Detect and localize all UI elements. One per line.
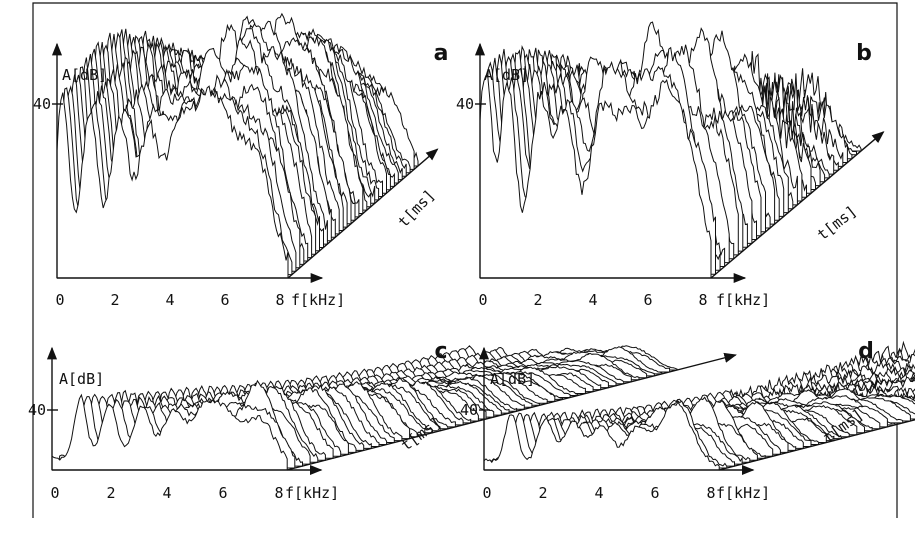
panel-c-time-axis (287, 352, 737, 471)
panel-c-xlabel: f[kHz] (285, 484, 339, 502)
panel-a-xtick-2: 2 (110, 291, 119, 309)
panel-a-xtick-0: 0 (55, 291, 64, 309)
panel-b: A[dB] f[kHz] t[ms] 40 0 2 4 6 8 b (456, 21, 885, 309)
panel-c-slice-0 (51, 393, 288, 471)
panel-d-xtick-6: 6 (650, 484, 659, 502)
panel-c-ytick-label: 40 (28, 401, 46, 419)
panel-b-tlabel: t[ms] (814, 202, 861, 244)
panel-d-xtick-8: 8 (706, 484, 715, 502)
panel-d-letter: d (858, 339, 874, 364)
panel-d-slice-0 (483, 400, 720, 471)
panel-a-xtick-6: 6 (220, 291, 229, 309)
panel-d-ylabel: A[dB] (490, 370, 535, 388)
panel-a-xtick-8: 8 (275, 291, 284, 309)
panel-b-time-axis (710, 131, 885, 279)
panel-a-xlabel: f[kHz] (291, 291, 345, 309)
panel-c: A[dB] f[kHz] t[ms] 40 0 2 4 6 8 c (28, 339, 737, 502)
panel-b-xtick-0: 0 (478, 291, 487, 309)
panel-a-tlabel: t[ms] (394, 186, 438, 231)
panel-b-spectral-slices (479, 21, 862, 279)
figure-frame (32, 2, 898, 518)
panel-c-spectral-slices (51, 345, 678, 471)
panel-b-xtick-2: 2 (533, 291, 542, 309)
panel-d-xtick-0: 0 (482, 484, 491, 502)
panel-b-xtick-4: 4 (588, 291, 597, 309)
panel-d-xlabel: f[kHz] (716, 484, 770, 502)
panel-d-ytick-label: 40 (460, 401, 478, 419)
panel-c-xtick-2: 2 (106, 484, 115, 502)
panel-c-xtick-6: 6 (218, 484, 227, 502)
panel-b-ytick-label: 40 (456, 95, 474, 113)
panel-a-ylabel: A[dB] (62, 66, 107, 84)
panel-d-xtick-4: 4 (594, 484, 603, 502)
panel-b-xtick-8: 8 (698, 291, 707, 309)
panel-d: A[dB] f[kHz] t[ms] 40 0 2 4 6 8 d (460, 339, 915, 502)
panel-a-time-axis (287, 148, 439, 279)
panel-d-time-axis (719, 419, 915, 471)
panel-c-ylabel: A[dB] (59, 370, 104, 388)
panel-a-slice-0 (56, 85, 289, 279)
panel-c-xtick-4: 4 (162, 484, 171, 502)
panel-b-letter: b (856, 41, 872, 66)
panel-b-xtick-6: 6 (643, 291, 652, 309)
panel-b-xlabel: f[kHz] (716, 291, 770, 309)
panel-a-spectral-slices (56, 12, 419, 279)
panel-b-slice-0 (479, 74, 712, 279)
panel-c-xtick-0: 0 (50, 484, 59, 502)
panel-a: A[dB] f[kHz] t[ms] 40 0 2 4 6 8 a (33, 12, 449, 309)
panel-b-ylabel: A[dB] (484, 66, 529, 84)
panel-c-xtick-8: 8 (274, 484, 283, 502)
panel-a-letter: a (434, 41, 449, 66)
panel-d-xtick-2: 2 (538, 484, 547, 502)
panel-a-xtick-4: 4 (165, 291, 174, 309)
panel-c-letter: c (434, 339, 447, 364)
panel-a-ytick-label: 40 (33, 95, 51, 113)
panel-d-spectral-slices (483, 340, 915, 471)
